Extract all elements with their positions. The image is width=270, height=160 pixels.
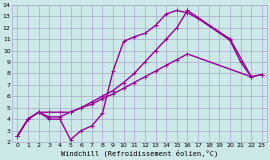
X-axis label: Windchill (Refroidissement éolien,°C): Windchill (Refroidissement éolien,°C)	[61, 150, 218, 157]
